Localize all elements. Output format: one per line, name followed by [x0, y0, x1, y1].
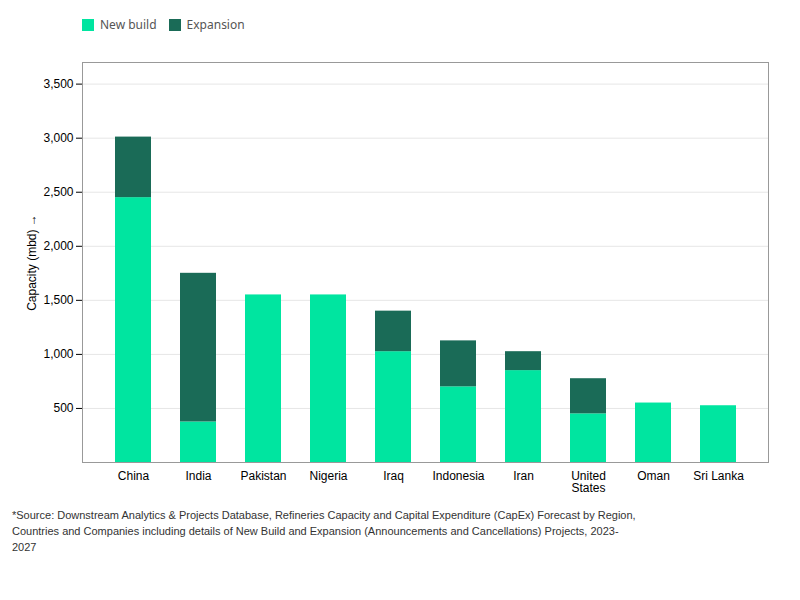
svg-text:500: 500 — [53, 401, 73, 415]
html-text:Expansion: Expansion — [186, 16, 245, 33]
svg-text:2,000: 2,000 — [43, 239, 73, 253]
svg-text:3,500: 3,500 — [43, 77, 73, 91]
svg-text:1,500: 1,500 — [43, 293, 73, 307]
svg-text:China: China — [118, 469, 150, 483]
html-text:New build: New build — [100, 16, 157, 33]
html-text:Countries and Companies includ: Countries and Companies including detail… — [12, 525, 619, 537]
html-text:*Source: Downstream Analytics: *Source: Downstream Analytics & Projects… — [12, 509, 636, 521]
html-text:2027: 2027 — [12, 541, 37, 553]
svg-text:1,000: 1,000 — [43, 347, 73, 361]
svg-text:India: India — [185, 469, 211, 483]
svg-text:Indonesia: Indonesia — [432, 469, 484, 483]
svg-text:2,500: 2,500 — [43, 185, 73, 199]
svg-text:UnitedStates: UnitedStates — [571, 469, 606, 495]
svg-text:Pakistan: Pakistan — [240, 469, 286, 483]
svg-text:Oman: Oman — [637, 469, 670, 483]
svg-text:Iran: Iran — [513, 469, 534, 483]
svg-text:Nigeria: Nigeria — [309, 469, 347, 483]
svg-text:Capacity (mbd) →: Capacity (mbd) → — [25, 214, 39, 311]
svg-text:3,000: 3,000 — [43, 131, 73, 145]
svg-text:Sri Lanka: Sri Lanka — [693, 469, 744, 483]
svg-text:Iraq: Iraq — [383, 469, 404, 483]
